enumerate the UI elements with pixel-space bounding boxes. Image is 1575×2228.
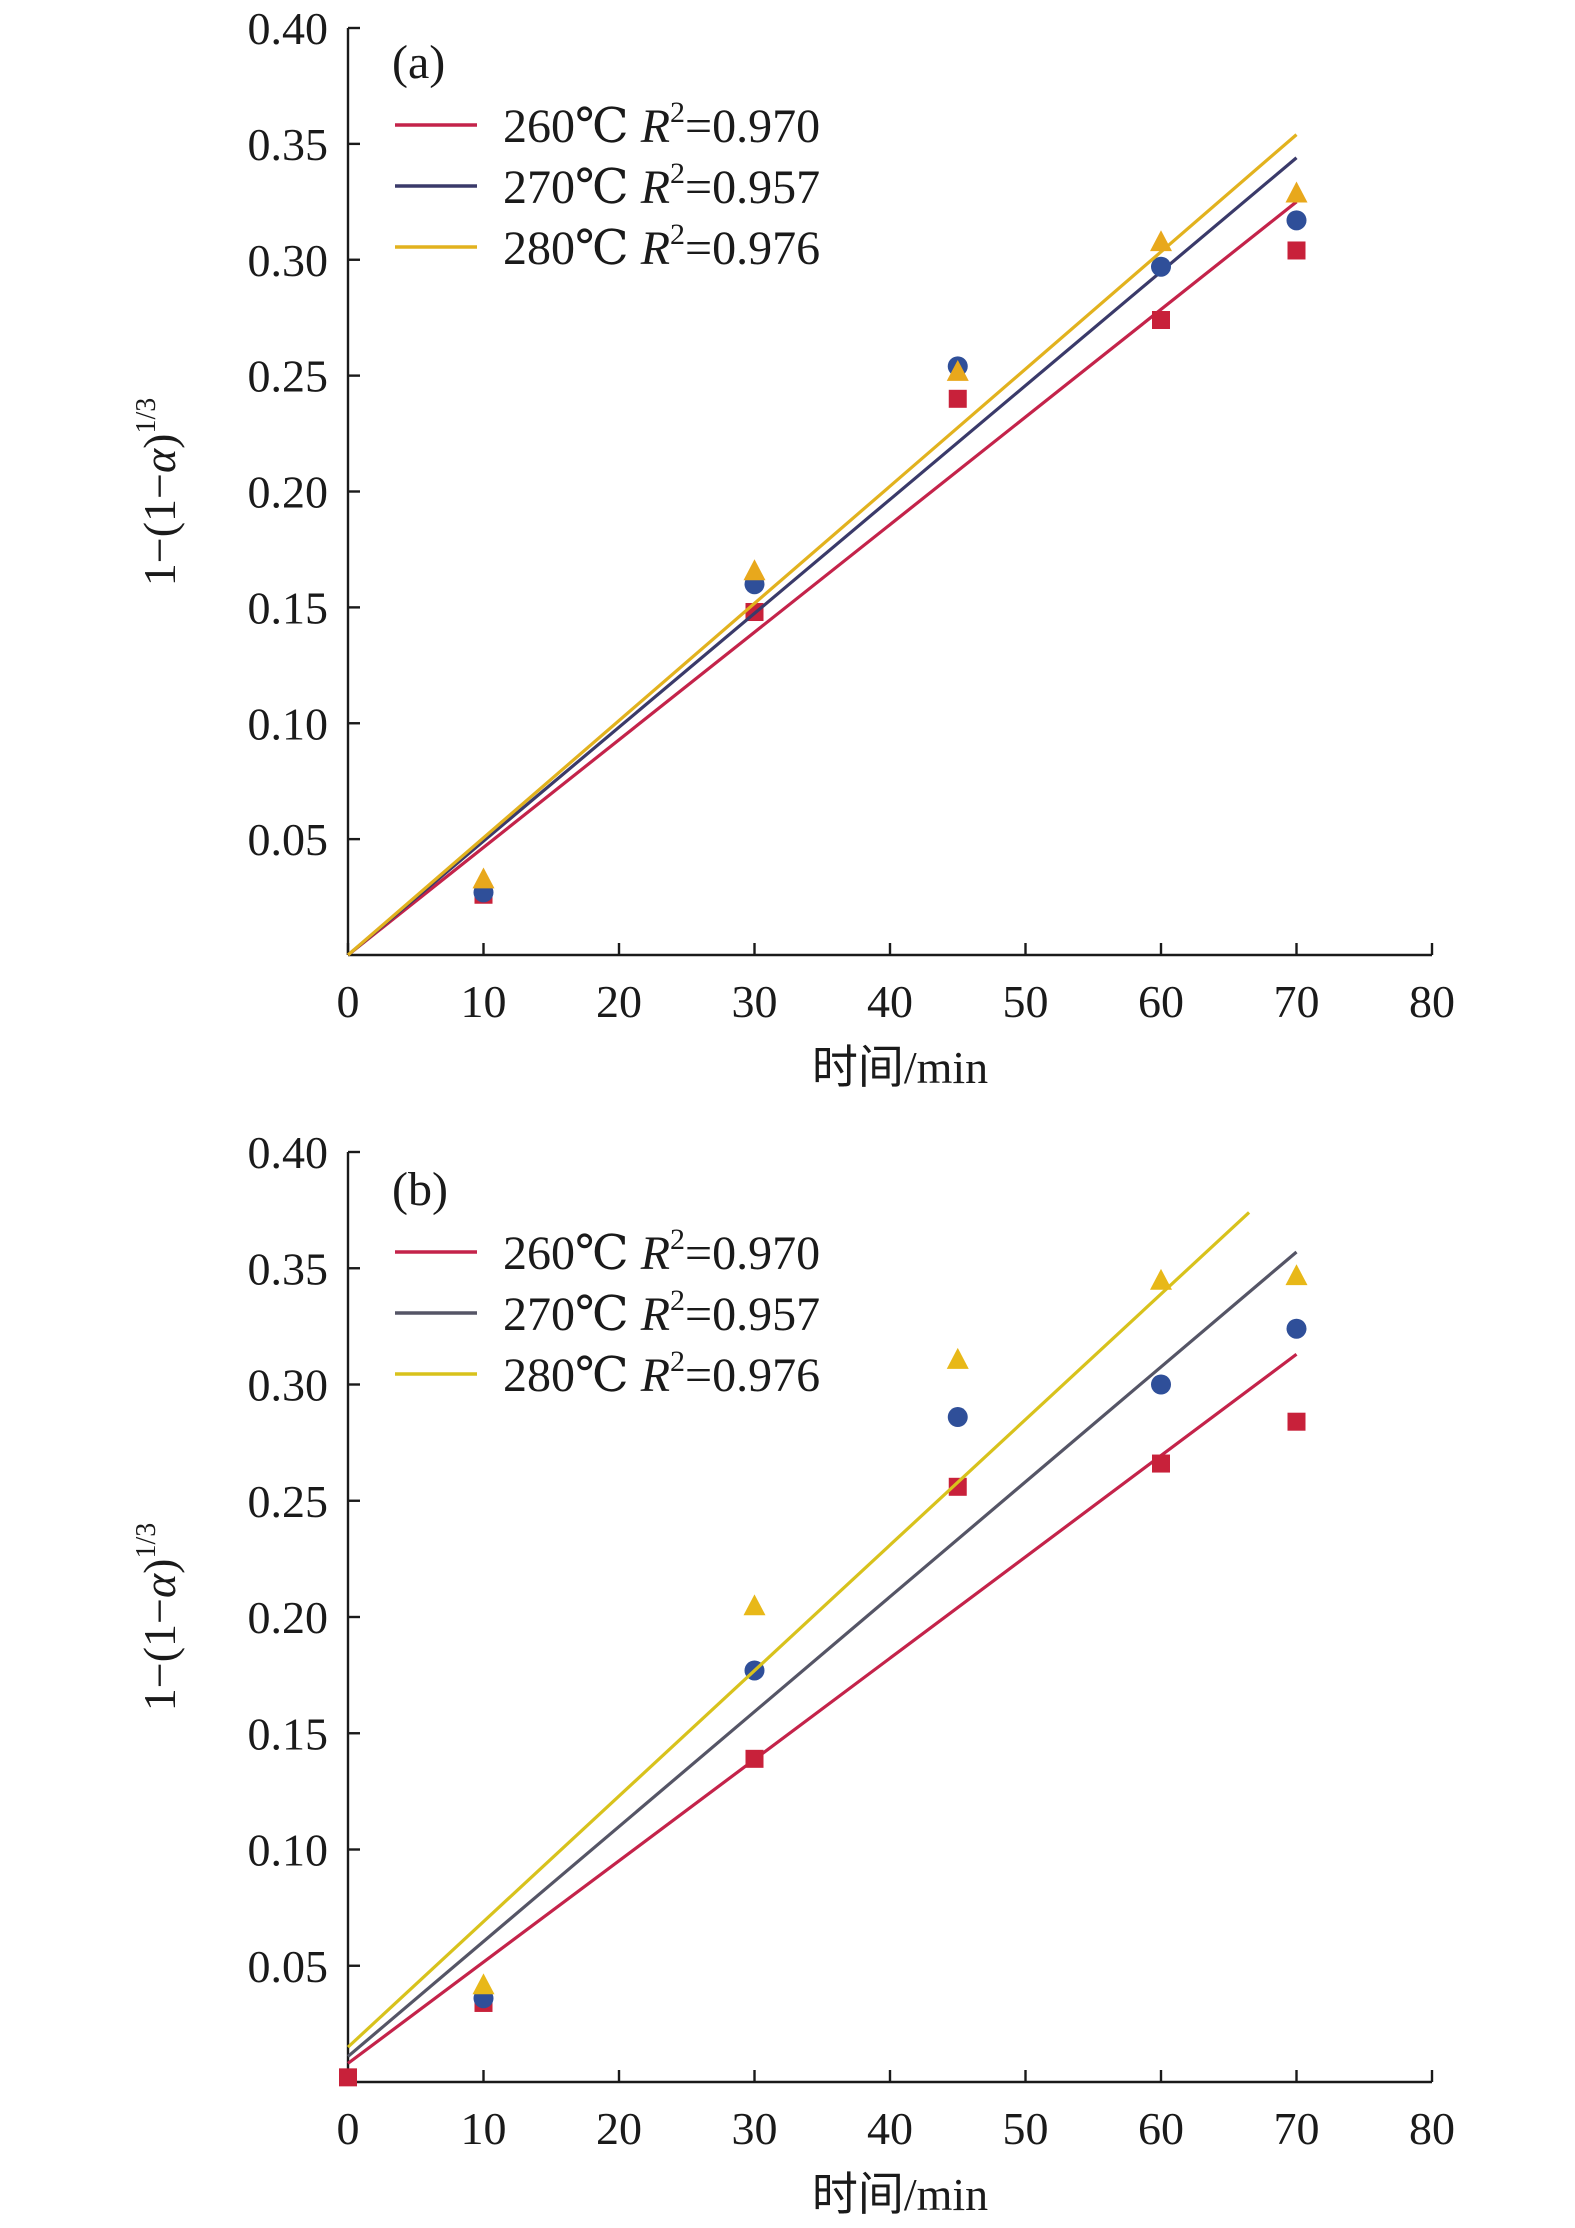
legend-entry: 270℃ R2=0.957 xyxy=(503,1284,820,1341)
y-tick-label: 0.40 xyxy=(248,1127,329,1178)
x-tick-label: 50 xyxy=(1003,976,1049,1027)
y-tick-label: 0.05 xyxy=(248,1941,329,1992)
y-tick-label: 0.25 xyxy=(248,1476,329,1527)
legend-entry: 260℃ R2=0.970 xyxy=(503,1223,820,1280)
data-point xyxy=(745,1749,764,1768)
data-point xyxy=(1151,256,1171,277)
data-point xyxy=(743,1594,766,1616)
legend-entry: 260℃ R2=0.970 xyxy=(503,96,820,153)
data-point xyxy=(1287,1412,1306,1431)
y-tick-label: 0.35 xyxy=(248,1243,329,1294)
fit-line xyxy=(347,200,1298,957)
chart-panel-b: 0 10 20 30 40 50 60 70 80 0.05 0.10 0.15 0.20 0.25 0.3… xyxy=(131,1127,1455,2220)
x-tick-label: 80 xyxy=(1409,976,1455,1027)
data-point xyxy=(946,359,969,381)
y-axis-title: 1−(1−α)1/3 xyxy=(131,398,185,586)
x-tick-label: 40 xyxy=(867,2103,913,2154)
series-1 xyxy=(346,156,1307,957)
fit-line xyxy=(346,1211,1251,2049)
x-tick-label: 20 xyxy=(596,2103,642,2154)
series-0 xyxy=(347,200,1306,957)
series-1 xyxy=(346,1250,1307,2058)
x-tick-label: 10 xyxy=(461,2103,507,2154)
data-point xyxy=(1152,1454,1170,1473)
series-2 xyxy=(346,1211,1308,2049)
panel-label: (b) xyxy=(392,1163,448,1216)
y-tick-label: 0.10 xyxy=(248,1825,329,1876)
x-tick-label: 70 xyxy=(1274,2103,1320,2154)
x-tick-label: 0 xyxy=(337,976,360,1027)
data-point xyxy=(946,1347,969,1369)
chart-panel-a: 0 10 20 30 40 50 60 70 80 0.05 0.10 0.15 0.20 0.25 0.3… xyxy=(131,3,1455,1093)
y-tick-label: 0.25 xyxy=(248,351,329,402)
y-tick-label: 0.35 xyxy=(248,119,329,170)
x-axis-title: 时间/min xyxy=(812,2169,988,2220)
x-tick-label: 70 xyxy=(1274,976,1320,1027)
data-point xyxy=(1151,1374,1171,1395)
y-tick-label: 0.10 xyxy=(248,698,329,749)
data-point xyxy=(947,1407,968,1428)
data-point xyxy=(1150,230,1172,252)
data-point xyxy=(1285,181,1308,203)
data-point xyxy=(1152,311,1170,330)
y-tick-label: 0.30 xyxy=(248,1360,329,1411)
x-tick-label: 0 xyxy=(337,2103,360,2154)
x-tick-label: 30 xyxy=(732,976,778,1027)
x-tick-label: 40 xyxy=(867,976,913,1027)
y-tick-label: 0.30 xyxy=(248,235,329,286)
y-tick-label: 0.20 xyxy=(248,1592,329,1643)
data-point xyxy=(1285,1264,1308,1286)
data-point xyxy=(472,1973,495,1995)
legend-entry: 280℃ R2=0.976 xyxy=(503,218,820,275)
x-tick-label: 60 xyxy=(1138,2103,1184,2154)
x-tick-label: 10 xyxy=(461,976,507,1027)
data-point xyxy=(1286,1318,1307,1339)
y-tick-label: 0.40 xyxy=(248,3,329,54)
fit-line xyxy=(346,1250,1298,2058)
data-point xyxy=(1287,241,1306,260)
x-axis-title: 时间/min xyxy=(812,1042,988,1093)
data-point xyxy=(339,2068,357,2087)
data-point xyxy=(472,867,495,889)
panel-label: (a) xyxy=(392,36,445,89)
y-tick-label: 0.15 xyxy=(248,582,329,633)
x-tick-label: 60 xyxy=(1138,976,1184,1027)
data-point xyxy=(1286,210,1307,231)
x-tick-label: 50 xyxy=(1003,2103,1049,2154)
data-point xyxy=(948,389,967,408)
y-tick-label: 0.05 xyxy=(248,814,329,865)
x-tick-label: 30 xyxy=(732,2103,778,2154)
y-tick-label: 0.20 xyxy=(248,467,329,518)
fit-line xyxy=(346,133,1298,957)
y-tick-label: 0.15 xyxy=(248,1708,329,1759)
legend-entry: 270℃ R2=0.957 xyxy=(503,157,820,214)
x-tick-label: 20 xyxy=(596,976,642,1027)
data-point xyxy=(1150,1268,1172,1290)
x-tick-label: 80 xyxy=(1409,2103,1455,2154)
data-point xyxy=(743,559,766,581)
series-2 xyxy=(346,133,1308,957)
fit-line xyxy=(347,1352,1298,2065)
fit-line xyxy=(346,156,1298,957)
legend-entry: 280℃ R2=0.976 xyxy=(503,1345,820,1402)
data-point xyxy=(948,1477,967,1496)
y-axis-title: 1−(1−α)1/3 xyxy=(131,1523,185,1711)
